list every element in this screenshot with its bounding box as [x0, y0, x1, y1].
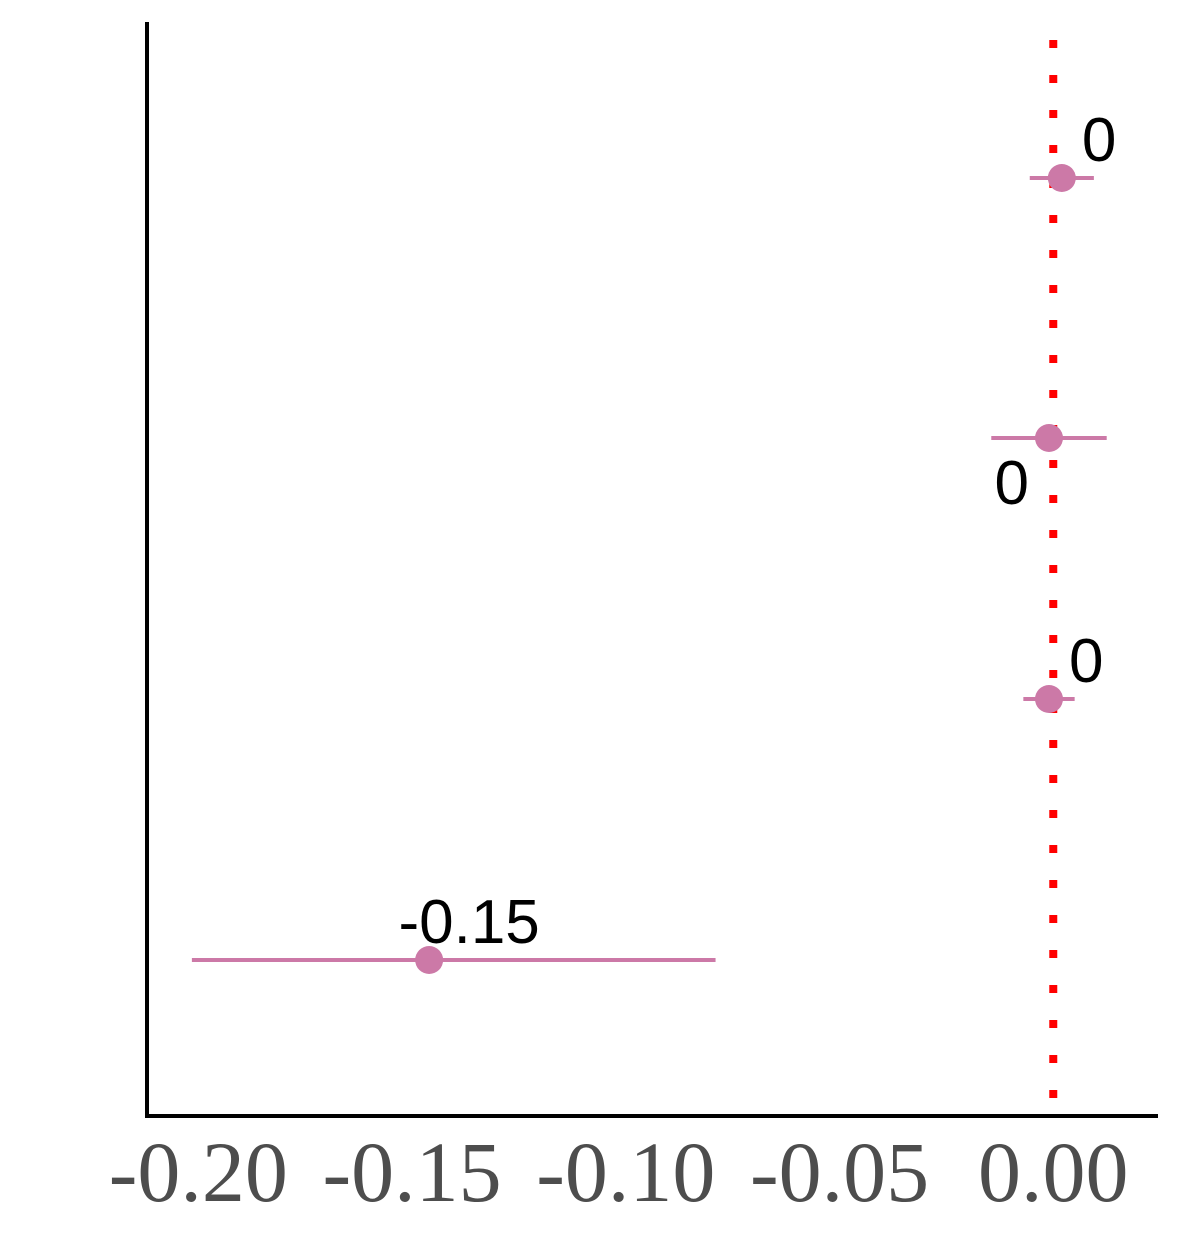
- x-tick-label: -0.05: [750, 1124, 929, 1220]
- point-value-label: 0: [1069, 627, 1103, 696]
- point-value-label: 0: [995, 449, 1029, 518]
- marks-layer: 0 0 0 -0.15: [191, 106, 1116, 974]
- x-tick-label: -0.20: [109, 1124, 288, 1220]
- x-tick-label: -0.10: [536, 1124, 715, 1220]
- point-value-label: 0: [1082, 106, 1116, 175]
- estimate-point: [1034, 685, 1063, 713]
- x-axis-tick-labels: -0.20 -0.15 -0.10 -0.05 0.00: [109, 1124, 1129, 1220]
- estimate-point: [415, 946, 444, 974]
- x-tick-label: 0.00: [978, 1124, 1129, 1220]
- x-tick-label: -0.15: [322, 1124, 501, 1220]
- estimate-point: [1047, 164, 1076, 192]
- estimate-point: [1034, 424, 1063, 452]
- point-value-label: -0.15: [398, 888, 539, 957]
